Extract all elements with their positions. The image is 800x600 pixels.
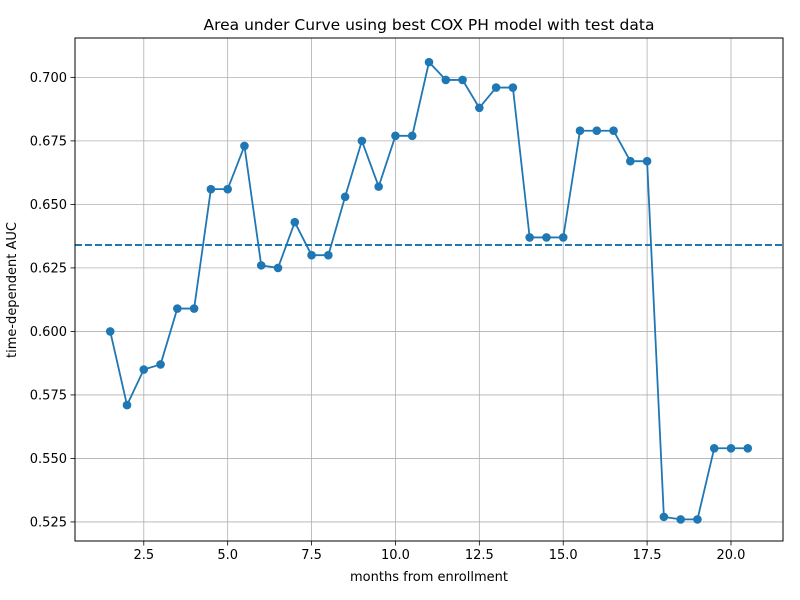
auc-data-point: [525, 233, 534, 242]
plot-frame: [74, 37, 784, 542]
auc-series: [105, 57, 753, 524]
auc-data-point: [626, 156, 635, 166]
auc-data-point: [173, 304, 182, 313]
auc-data-point: [609, 126, 618, 136]
x-tick-label: 5.0: [217, 548, 238, 563]
auc-data-point: [491, 83, 501, 92]
auc-data-point: [575, 126, 585, 136]
auc-data-point: [156, 360, 165, 369]
y-axis: 0.525 0.550 0.575 0.600 0.625 0.650 0.675 0.700: [30, 71, 75, 530]
y-tick-label: 0.600: [30, 325, 67, 340]
auc-data-point: [659, 512, 669, 522]
auc-data-point: [374, 182, 383, 191]
x-axis-title: months from enrollment: [350, 570, 508, 585]
auc-data-point: [391, 131, 400, 141]
auc-data-point: [592, 126, 602, 136]
auc-data-point: [743, 443, 753, 453]
auc-data-point: [458, 75, 467, 85]
auc-data-point: [273, 263, 283, 273]
auc-data-point: [105, 327, 115, 336]
y-tick-label: 0.675: [30, 134, 67, 149]
x-tick-label: 10.0: [381, 548, 410, 563]
auc-data-point: [290, 217, 300, 227]
y-axis-title: time-dependent AUC: [5, 222, 20, 358]
auc-data-point: [189, 304, 199, 313]
auc-data-point: [223, 184, 232, 194]
x-tick-label: 15.0: [549, 548, 578, 563]
x-tick-label: 20.0: [717, 548, 746, 563]
auc-data-point: [424, 57, 434, 67]
y-tick-label: 0.575: [30, 388, 67, 403]
y-tick-label: 0.650: [30, 198, 67, 213]
y-tick-label: 0.700: [30, 71, 67, 86]
auc-data-point: [726, 443, 736, 453]
y-tick-label: 0.525: [30, 515, 67, 530]
auc-data-point: [642, 156, 652, 166]
auc-data-point: [307, 250, 316, 260]
auc-data-point: [676, 515, 685, 524]
x-tick-label: 17.5: [633, 548, 662, 563]
auc-data-point: [709, 443, 719, 453]
auc-data-point: [558, 233, 568, 242]
x-tick-label: 12.5: [465, 548, 494, 563]
chart-title: Area under Curve using best COX PH model…: [204, 16, 655, 34]
auc-data-point: [542, 233, 551, 242]
auc-data-point: [508, 83, 518, 92]
auc-data-point: [340, 192, 350, 202]
auc-data-point: [441, 75, 451, 85]
auc-data-point: [139, 365, 149, 374]
y-tick-label: 0.550: [30, 452, 67, 467]
x-tick-label: 7.5: [301, 548, 322, 563]
auc-data-point: [256, 261, 266, 270]
x-axis: 2.5 5.0 7.5 10.0 12.5 15.0 17.5 20.0: [133, 541, 745, 563]
auc-data-point: [240, 141, 249, 151]
auc-data-point: [122, 400, 132, 410]
auc-data-point: [693, 515, 702, 524]
y-tick-label: 0.625: [30, 261, 67, 276]
auc-data-point: [206, 184, 216, 194]
auc-data-point: [475, 103, 484, 113]
grid-lines: [75, 38, 783, 541]
auc-data-point: [407, 131, 417, 141]
auc-data-point: [357, 136, 367, 146]
auc-data-point: [324, 250, 333, 260]
x-tick-label: 2.5: [133, 548, 154, 563]
